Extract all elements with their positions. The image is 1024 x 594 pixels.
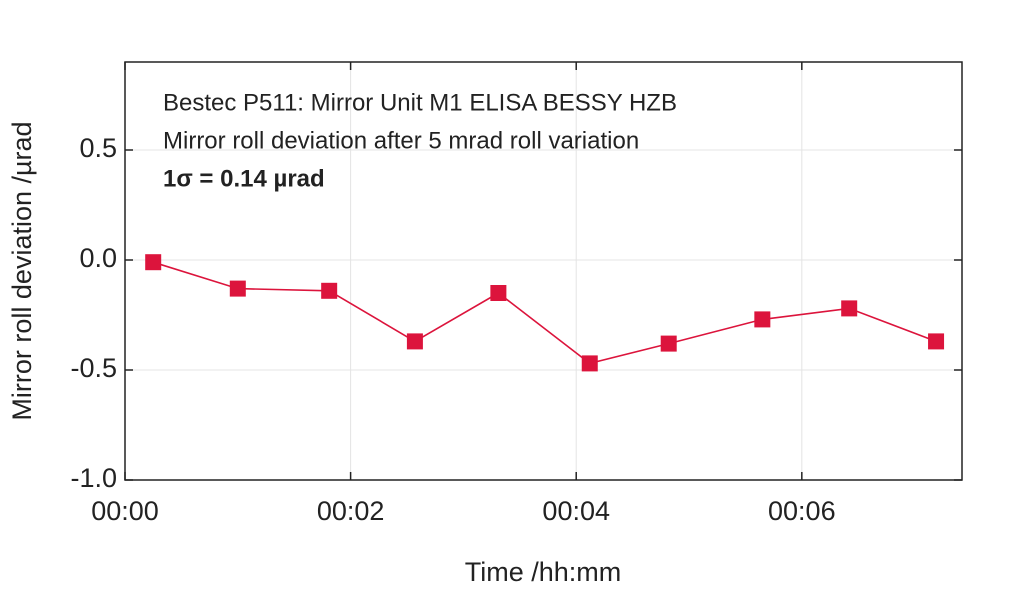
data-point xyxy=(145,254,162,271)
data-point xyxy=(581,355,598,372)
x-tick-label: 00:00 xyxy=(91,496,159,526)
y-tick-label: 0.0 xyxy=(79,243,117,273)
series-line xyxy=(152,261,937,365)
data-point xyxy=(928,333,945,350)
data-point xyxy=(321,282,338,299)
annotation: Mirror roll deviation after 5 mrad roll … xyxy=(163,127,639,154)
data-point xyxy=(406,333,423,350)
x-tick-label: 00:04 xyxy=(542,496,610,526)
data-point xyxy=(841,300,858,317)
annotation: Bestec P511: Mirror Unit M1 ELISA BESSY … xyxy=(163,89,677,116)
y-tick-label: -0.5 xyxy=(70,353,117,383)
data-point xyxy=(754,311,771,328)
data-point xyxy=(229,280,246,297)
y-axis-label: Mirror roll deviation /µrad xyxy=(7,121,37,420)
data-point xyxy=(490,285,507,301)
data-point xyxy=(660,335,677,352)
x-axis-label: Time /hh:mm xyxy=(465,557,622,587)
y-tick-label: 0.5 xyxy=(79,133,117,163)
annotation: 1σ = 0.14 µrad xyxy=(163,165,325,192)
x-tick-label: 00:02 xyxy=(317,496,385,526)
y-tick-label: -1.0 xyxy=(70,463,117,493)
x-tick-label: 00:06 xyxy=(768,496,836,526)
plot-frame xyxy=(124,61,963,481)
